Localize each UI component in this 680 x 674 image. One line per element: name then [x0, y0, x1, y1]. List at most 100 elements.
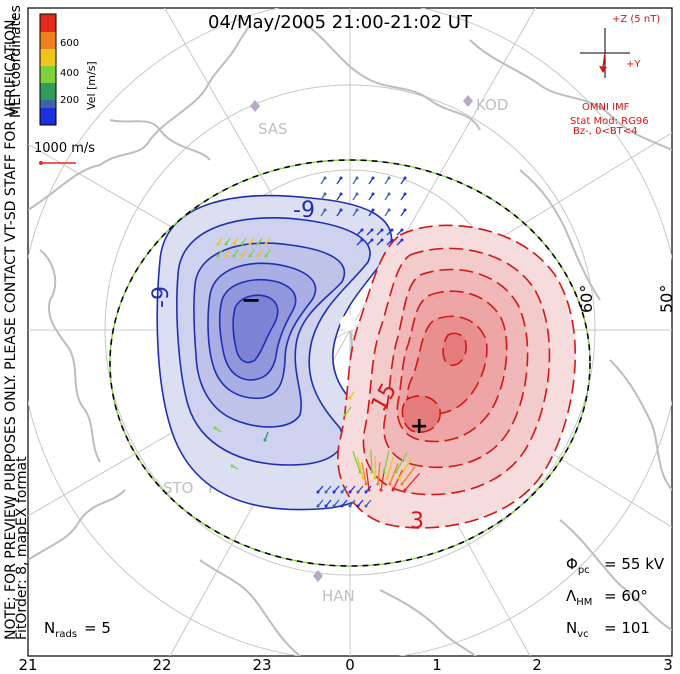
velocity-vector-origin — [382, 470, 386, 474]
hm-value: = 60° — [604, 587, 648, 605]
potential-value: = 55 kV — [604, 555, 665, 573]
velocity-scale: 1000 m/s — [34, 141, 95, 165]
velocity-vector-origin — [324, 490, 328, 494]
vectors-value: = 101 — [604, 619, 650, 637]
velocity-vector — [377, 462, 381, 485]
velocity-vector-origin — [380, 228, 384, 232]
velocity-vector-origin — [230, 464, 234, 468]
mlt-tick-22: 22 — [152, 656, 171, 674]
velocity-vector — [365, 468, 370, 491]
colorbar-label: Vel [m/s] — [85, 61, 98, 110]
colorbar-tick-200: 200 — [60, 95, 79, 106]
mlt-tick-2: 2 — [532, 656, 542, 674]
velocity-vector-origin — [403, 176, 407, 180]
velocity-vector — [344, 406, 352, 416]
velocity-vector-origin — [256, 242, 260, 246]
velocity-vector-origin — [224, 242, 228, 246]
velocity-scale-label: 1000 m/s — [34, 141, 95, 156]
velocity-vector-origin — [256, 254, 260, 258]
velocity-vector-origin — [387, 176, 391, 180]
imf-model: Stat Mod: RG96 — [570, 116, 649, 127]
velocity-vector-origin — [373, 476, 377, 480]
coordinate-system-label: MLT coordinates — [8, 5, 24, 118]
velocity-vector-origin — [364, 482, 368, 486]
velocity-vector-origin — [339, 192, 343, 196]
station-label-han: HAN — [322, 587, 355, 605]
negative-convection-cell — [156, 194, 393, 511]
velocity-vector-origin — [355, 176, 359, 180]
imf-clock: +Z (5 nT) +Y OMNI IMF Stat Mod: RG96 Bz-… — [570, 14, 660, 137]
velocity-vector-origin — [356, 490, 360, 494]
positive-convection-cell — [337, 224, 577, 529]
mlt-tick-23: 23 — [252, 656, 271, 674]
velocity-vector — [383, 450, 390, 473]
velocity-vector-origin — [340, 490, 344, 494]
velocity-vector — [398, 459, 412, 479]
velocity-vector-origin — [400, 482, 404, 486]
velocity-vector-origin — [323, 192, 327, 196]
colorbar-tick-600: 600 — [60, 38, 79, 49]
velocity-vector-origin — [248, 254, 252, 258]
imf-z-label: +Z (5 nT) — [612, 14, 660, 25]
velocity-vector-origin — [371, 208, 375, 212]
velocity-vector-origin — [388, 482, 392, 486]
velocity-vector — [386, 456, 395, 479]
velocity-vector-origin — [264, 242, 268, 246]
velocity-vector-origin — [332, 490, 336, 494]
velocity-vector — [395, 452, 408, 473]
potential-minimum-marker: − — [241, 286, 261, 314]
velocity-vector-origin — [348, 396, 352, 400]
velocity-vector-origin — [323, 208, 327, 212]
station-label-sto: STO — [163, 479, 194, 497]
map-title: 04/May/2005 21:00-21:02 UT — [208, 12, 473, 33]
velocity-vector-origin — [371, 192, 375, 196]
station-sas-marker — [250, 100, 260, 112]
velocity-vector-origin — [348, 504, 352, 508]
velocity-vector-origin — [376, 482, 380, 486]
velocity-vector-origin — [339, 176, 343, 180]
velocity-vector-origin — [387, 192, 391, 196]
mlt-tick-0: 0 — [345, 656, 355, 674]
velocity-vector-origin — [391, 488, 395, 492]
contour-label-pos-2: 3 — [410, 509, 424, 534]
preview-note: NOTE: FOR PREVIEW PURPOSES ONLY. PLEASE … — [3, 15, 19, 640]
velocity-vector-origin — [360, 228, 364, 232]
velocity-vector-origin — [394, 470, 398, 474]
hm-boundary-vectors — [109, 159, 591, 567]
mlt-tick-1: 1 — [432, 656, 442, 674]
mlt-tick-3: 3 — [663, 656, 673, 674]
velocity-vector-origin — [390, 228, 394, 232]
velocity-vector-origin — [216, 242, 220, 246]
velocity-vector-origin — [324, 504, 328, 508]
velocity-vector — [392, 469, 403, 491]
velocity-vector-origin — [356, 504, 360, 508]
velocity-vector-origin — [400, 228, 404, 232]
velocity-vector-origin — [240, 254, 244, 258]
velocity-vector — [352, 450, 361, 473]
velocity-vector-origin — [371, 176, 375, 180]
velocity-vector-origin — [380, 238, 384, 242]
velocity-vector-origin — [379, 488, 383, 492]
velocity-vector-origin — [400, 238, 404, 242]
station-kod-marker — [463, 95, 473, 107]
velocity-vector-origin — [332, 504, 336, 508]
velocity-vector-origin — [240, 242, 244, 246]
velocity-vector-origin — [248, 242, 252, 246]
station-label-kod: KOD — [476, 96, 508, 114]
velocity-vector-origin — [397, 476, 401, 480]
radars-value: = 5 — [84, 619, 111, 637]
velocity-vector-origin — [348, 490, 352, 494]
velocity-vector-origin — [403, 488, 407, 492]
velocity-vector — [389, 463, 399, 485]
velocity-vector — [361, 462, 367, 485]
imf-y-label: +Y — [626, 59, 641, 70]
velocity-vector-origin — [316, 504, 320, 508]
velocity-vector-origin — [361, 476, 365, 480]
pole-marker — [340, 315, 356, 331]
velocity-vector-origin — [364, 490, 368, 494]
velocity-vector-origin — [316, 490, 320, 494]
velocity-vector-origin — [390, 238, 394, 242]
velocity-vector-origin — [340, 504, 344, 508]
